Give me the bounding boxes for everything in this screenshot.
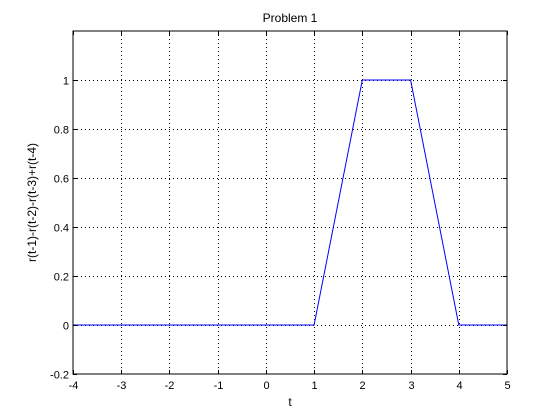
x-tick-label: 1: [311, 380, 317, 392]
y-tick-label: -0.2: [50, 370, 69, 382]
plot-area: [73, 31, 507, 374]
x-tick-label: -1: [214, 380, 224, 392]
ticks: [73, 31, 508, 375]
series-line: [73, 79, 507, 326]
y-tick-label: 0.6: [54, 174, 69, 186]
y-tick-label: 1: [63, 76, 69, 88]
x-tick-label: 0: [263, 380, 269, 392]
x-axis-title: t: [288, 395, 292, 409]
x-tick-label: 2: [359, 380, 365, 392]
chart-title: Problem 1: [263, 11, 318, 25]
y-tick-label: 0.4: [54, 223, 69, 235]
x-tick-label: -3: [117, 380, 127, 392]
axes-box: [72, 30, 508, 375]
series-layer: [73, 79, 507, 326]
x-tick-label: -4: [69, 380, 79, 392]
y-tick-label: 0.2: [54, 272, 69, 284]
y-tick-label: 0.8: [54, 125, 69, 137]
y-tick-label: 0: [63, 321, 69, 333]
tick-labels: -4 -3 -2 -1 0 1 2 3 4 5 -0.2 0 0.2 0.4 0.6 0.8 1: [50, 76, 511, 393]
x-tick-label: 5: [504, 380, 510, 392]
x-tick-label: 4: [456, 380, 462, 392]
x-tick-label: 3: [408, 380, 414, 392]
y-axis-title: r(t-1)-r(t-2)-r(t-3)+r(t-4): [25, 143, 39, 262]
x-tick-label: -2: [165, 380, 175, 392]
